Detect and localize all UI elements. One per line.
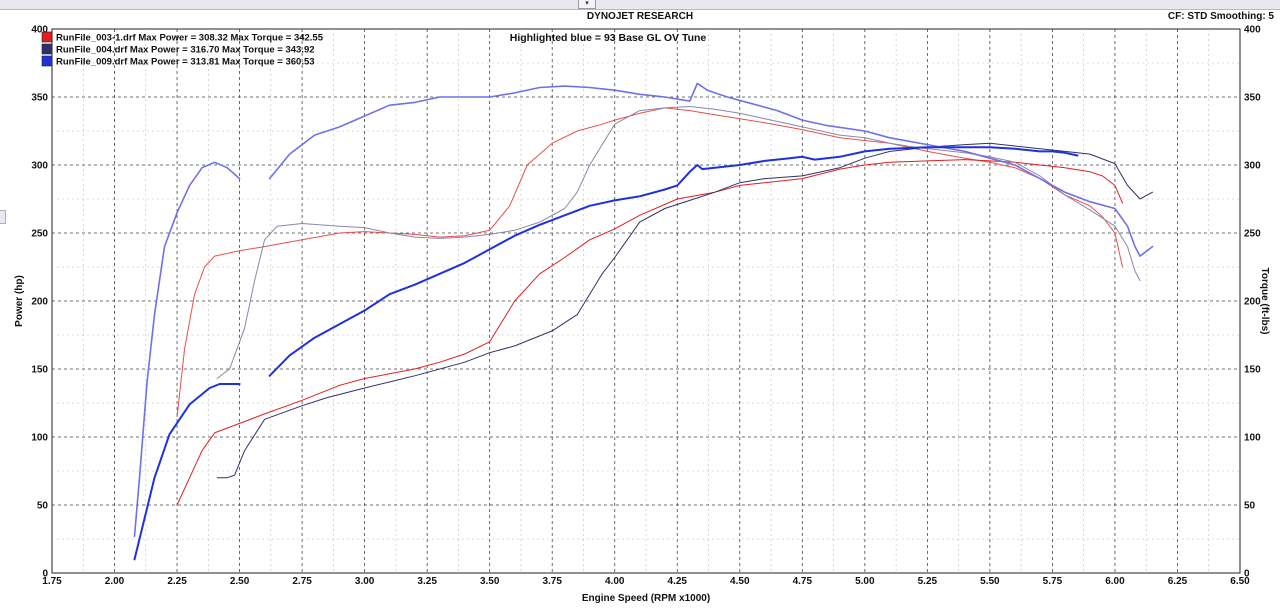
legend-entry: RunFile_003-1.drf Max Power = 308.32 Max… <box>56 33 324 44</box>
x-tick-label: 3.50 <box>480 576 500 587</box>
y-tick-label-left: 400 <box>31 25 48 36</box>
x-tick-label: 2.50 <box>230 576 250 587</box>
chart-annotation: Highlighted blue = 93 Base GL OV Tune <box>510 32 707 44</box>
x-tick-label: 4.50 <box>730 576 750 587</box>
x-axis-title: Engine Speed (RPM x1000) <box>582 593 710 604</box>
y-tick-label-left: 300 <box>31 161 48 172</box>
y-tick-label-right: 250 <box>1244 229 1261 240</box>
x-tick-label: 5.50 <box>980 576 1000 587</box>
y-tick-label-right: 300 <box>1244 161 1261 172</box>
tick-labels: 1.75 2.00 2.25 2.50 2.75 3.00 3.25 3.50 3.75 4.00… <box>31 25 1261 588</box>
x-tick-label: 5.25 <box>918 576 938 587</box>
legend-entry: RunFile_004.drf Max Power = 316.70 Max T… <box>56 45 315 56</box>
series-3-torque-line <box>133 82 1154 538</box>
y-tick-label-left: 150 <box>31 365 48 376</box>
side-panel-handle[interactable] <box>0 210 6 224</box>
y-tick-label-right: 400 <box>1244 25 1261 36</box>
x-tick-label: 5.75 <box>1043 576 1063 587</box>
y-tick-label-right: 350 <box>1244 93 1261 104</box>
x-tick-label: 3.25 <box>417 576 437 587</box>
legend-swatch <box>41 55 53 67</box>
y-axis-title-right: Torque (ft-lbs) <box>1259 267 1270 334</box>
chart-title: DYNOJET RESEARCH <box>586 11 694 22</box>
legend-swatch <box>41 31 53 43</box>
x-tick-label: 2.75 <box>292 576 312 587</box>
collapse-toggle-tab[interactable]: ▾ <box>578 0 596 9</box>
x-tick-label: 4.00 <box>605 576 625 587</box>
y-tick-label-left: 350 <box>31 93 48 104</box>
legend: RunFile_003-1.drf Max Power = 308.32 Max… <box>41 31 324 68</box>
series-2-torque-line <box>216 106 1141 379</box>
x-tick-label: 6.50 <box>1230 576 1250 587</box>
y-tick-label-right: 0 <box>1244 569 1250 580</box>
x-tick-label: 6.00 <box>1105 576 1125 587</box>
y-tick-label-left: 250 <box>31 229 48 240</box>
x-tick-label: 4.25 <box>668 576 688 587</box>
series-2-power-line <box>216 142 1153 479</box>
series-layer <box>133 82 1154 561</box>
x-tick-label: 1.75 <box>42 576 62 587</box>
y-tick-label-left: 100 <box>31 433 48 444</box>
x-tick-label: 2.00 <box>105 576 125 587</box>
correction-factor-info: CF: STD Smoothing: 5 <box>1167 11 1274 22</box>
y-axis-title-left: Power (hp) <box>14 275 25 327</box>
y-tick-label-right: 50 <box>1244 501 1256 512</box>
series-1-torque-line <box>176 107 1123 418</box>
legend-swatch <box>41 43 53 55</box>
x-tick-label: 2.25 <box>167 576 187 587</box>
y-tick-label-left: 0 <box>42 569 48 580</box>
x-tick-label: 6.25 <box>1168 576 1188 587</box>
x-tick-label: 3.75 <box>542 576 562 587</box>
y-tick-label-right: 100 <box>1244 433 1261 444</box>
y-tick-label-right: 150 <box>1244 365 1261 376</box>
y-tick-label-right: 200 <box>1244 297 1261 308</box>
x-tick-label: 5.00 <box>855 576 875 587</box>
legend-entry: RunFile_009.drf Max Power = 313.81 Max T… <box>56 57 315 68</box>
x-tick-label: 3.00 <box>355 576 375 587</box>
y-tick-label-left: 50 <box>37 501 49 512</box>
y-tick-label-left: 200 <box>31 297 48 308</box>
top-toolbar-strip <box>0 0 1280 10</box>
series-3-power-line <box>133 146 1079 561</box>
x-tick-label: 4.75 <box>793 576 813 587</box>
